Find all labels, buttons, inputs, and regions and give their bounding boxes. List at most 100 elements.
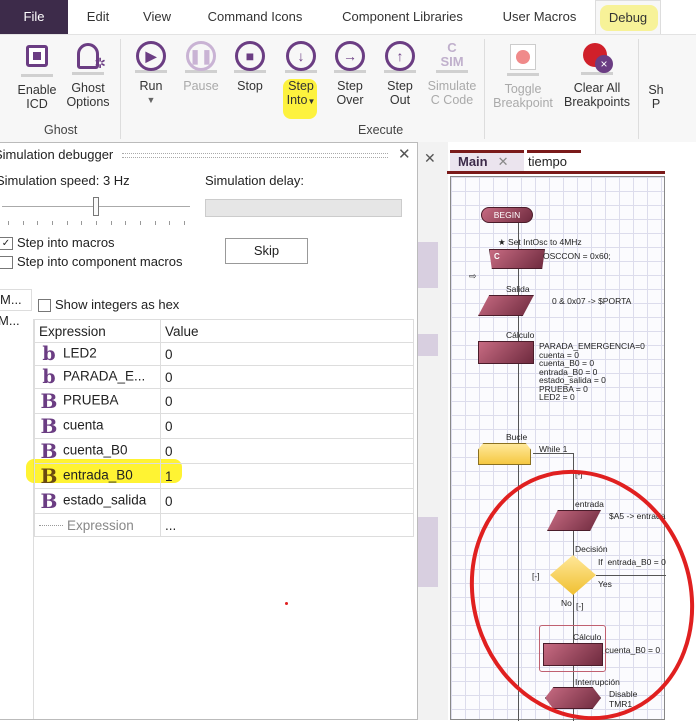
close-icon[interactable]: ✕ [424,150,436,166]
label: Step [337,79,363,93]
flow-line [533,453,573,454]
slider-tick [52,221,53,225]
clear-all-breakpoints-button[interactable]: × Clear All Breakpoints [560,41,634,109]
step-into-button[interactable]: ↓ Step Into▼ [280,41,322,109]
slider-tick [96,221,97,225]
arrow-down-icon: ↓ [285,41,317,73]
tab-main[interactable]: Main ✕ [450,150,524,171]
loop-block[interactable] [478,443,531,465]
tab-debug[interactable]: Debug [595,0,661,34]
expression-placeholder[interactable]: Expression [67,517,134,533]
tab-file[interactable]: File [0,0,68,34]
value-cell[interactable]: 0 [160,365,414,389]
chip-icon [21,45,53,77]
collapse-toggle[interactable]: [-] [575,469,583,479]
pause-button[interactable]: ❚❚ Pause [180,41,222,93]
output-block[interactable] [478,295,534,316]
slider-tick [8,221,9,225]
flowchart-canvas[interactable]: BEGIN ★ Set IntOsc to 4MHz C OSCCON = 0x… [450,176,666,721]
tab-tiempo[interactable]: tiempo [527,150,581,171]
run-button[interactable]: ▶ Run ▼ [130,41,172,107]
c-code-block[interactable]: C [489,249,545,269]
value-cell[interactable]: 0 [160,488,414,514]
side-item[interactable]: M... [0,289,32,311]
simulate-c-code-button[interactable]: C SIM Simulate C Code [424,41,480,108]
step-out-button[interactable]: ↑ Step Out [380,41,420,107]
expression-cell[interactable]: B PRUEBA [34,388,161,414]
table-row[interactable]: b LED2 0 [34,342,414,366]
step-into-component-macros-checkbox[interactable]: Step into component macros [0,254,182,270]
stop-button[interactable]: ■ Stop [230,41,270,93]
loop-label: Bucle [506,432,528,442]
decision-block[interactable] [550,555,596,595]
toggle-breakpoint-button[interactable]: Toggle Breakpoint [488,41,558,110]
close-icon[interactable]: ✕ [497,154,509,169]
expression-cell[interactable]: b PARADA_E... [34,365,161,389]
interrupt-text: Disable TMR1 [609,689,638,709]
begin-block[interactable]: BEGIN [481,207,533,223]
close-icon[interactable]: ✕ [398,146,411,163]
slider-tick [125,221,127,225]
slider-tick [154,221,156,225]
new-expression-row[interactable]: Expression... [34,513,414,537]
column-value: Value [160,319,414,343]
side-item[interactable]: M... [0,313,20,328]
label: Enable [17,83,57,97]
tab-user-macros[interactable]: User Macros [502,9,577,24]
label: Simulate [427,79,477,93]
value-cell[interactable]: 0 [160,342,414,366]
value-placeholder: ... [160,513,414,537]
speed-slider-thumb[interactable] [93,197,99,216]
output-text: 0 & 0x07 -> $PORTA [552,296,632,306]
value-cell[interactable]: 1 [160,463,414,489]
decision-label: Decisión [575,544,608,554]
calculation-block[interactable] [478,341,534,364]
label: Ghost [71,81,105,95]
ghost-options-button[interactable]: ✲ Ghost Options [62,41,114,109]
calculation-block[interactable] [543,643,603,666]
label: Stop [237,79,263,93]
table-row[interactable]: b PARADA_E... 0 [34,365,414,389]
table-row[interactable]: B PRUEBA 0 [34,388,414,414]
loop-text: While 1 [539,444,568,454]
show-button[interactable]: Sh P [646,83,666,111]
skip-button[interactable]: Skip [225,238,308,264]
collapse-toggle[interactable]: [-] [576,601,584,611]
drag-handle[interactable] [122,153,388,158]
delay-input[interactable] [205,199,402,217]
pause-icon: ❚❚ [185,41,217,73]
enable-icd-button[interactable]: Enable ICD [12,41,62,111]
value-cell[interactable]: 0 [160,413,414,439]
collapse-toggle[interactable]: [-] [532,571,540,581]
interrupt-block[interactable] [545,687,601,709]
variable-name: LED2 [63,345,97,361]
label: Over [336,93,364,107]
divider [120,39,121,139]
expression-cell[interactable]: b LED2 [34,342,161,366]
step-over-button[interactable]: → Step Over [330,41,370,107]
delay-label: Simulation delay: [205,173,304,188]
show-hex-checkbox[interactable]: Show integers as hex [38,297,179,313]
tab-edit[interactable]: Edit [86,9,110,24]
tab-command-icons[interactable]: Command Icons [207,9,303,24]
value-cell[interactable]: 0 [160,438,414,464]
label: Breakpoints [563,95,630,109]
input-block[interactable] [547,510,601,531]
output-label: Salida [506,284,530,294]
yes-label: Yes [598,579,612,589]
step-into-macros-checkbox[interactable]: ✓ Step into macros [0,235,115,251]
value-cell[interactable]: 0 [160,388,414,414]
tab-component-libraries[interactable]: Component Libraries [342,9,463,24]
byte-type-icon: B [40,389,58,413]
group-label-ghost: Ghost [44,123,78,137]
label: Pause [183,79,219,93]
tab-view[interactable]: View [143,9,171,24]
